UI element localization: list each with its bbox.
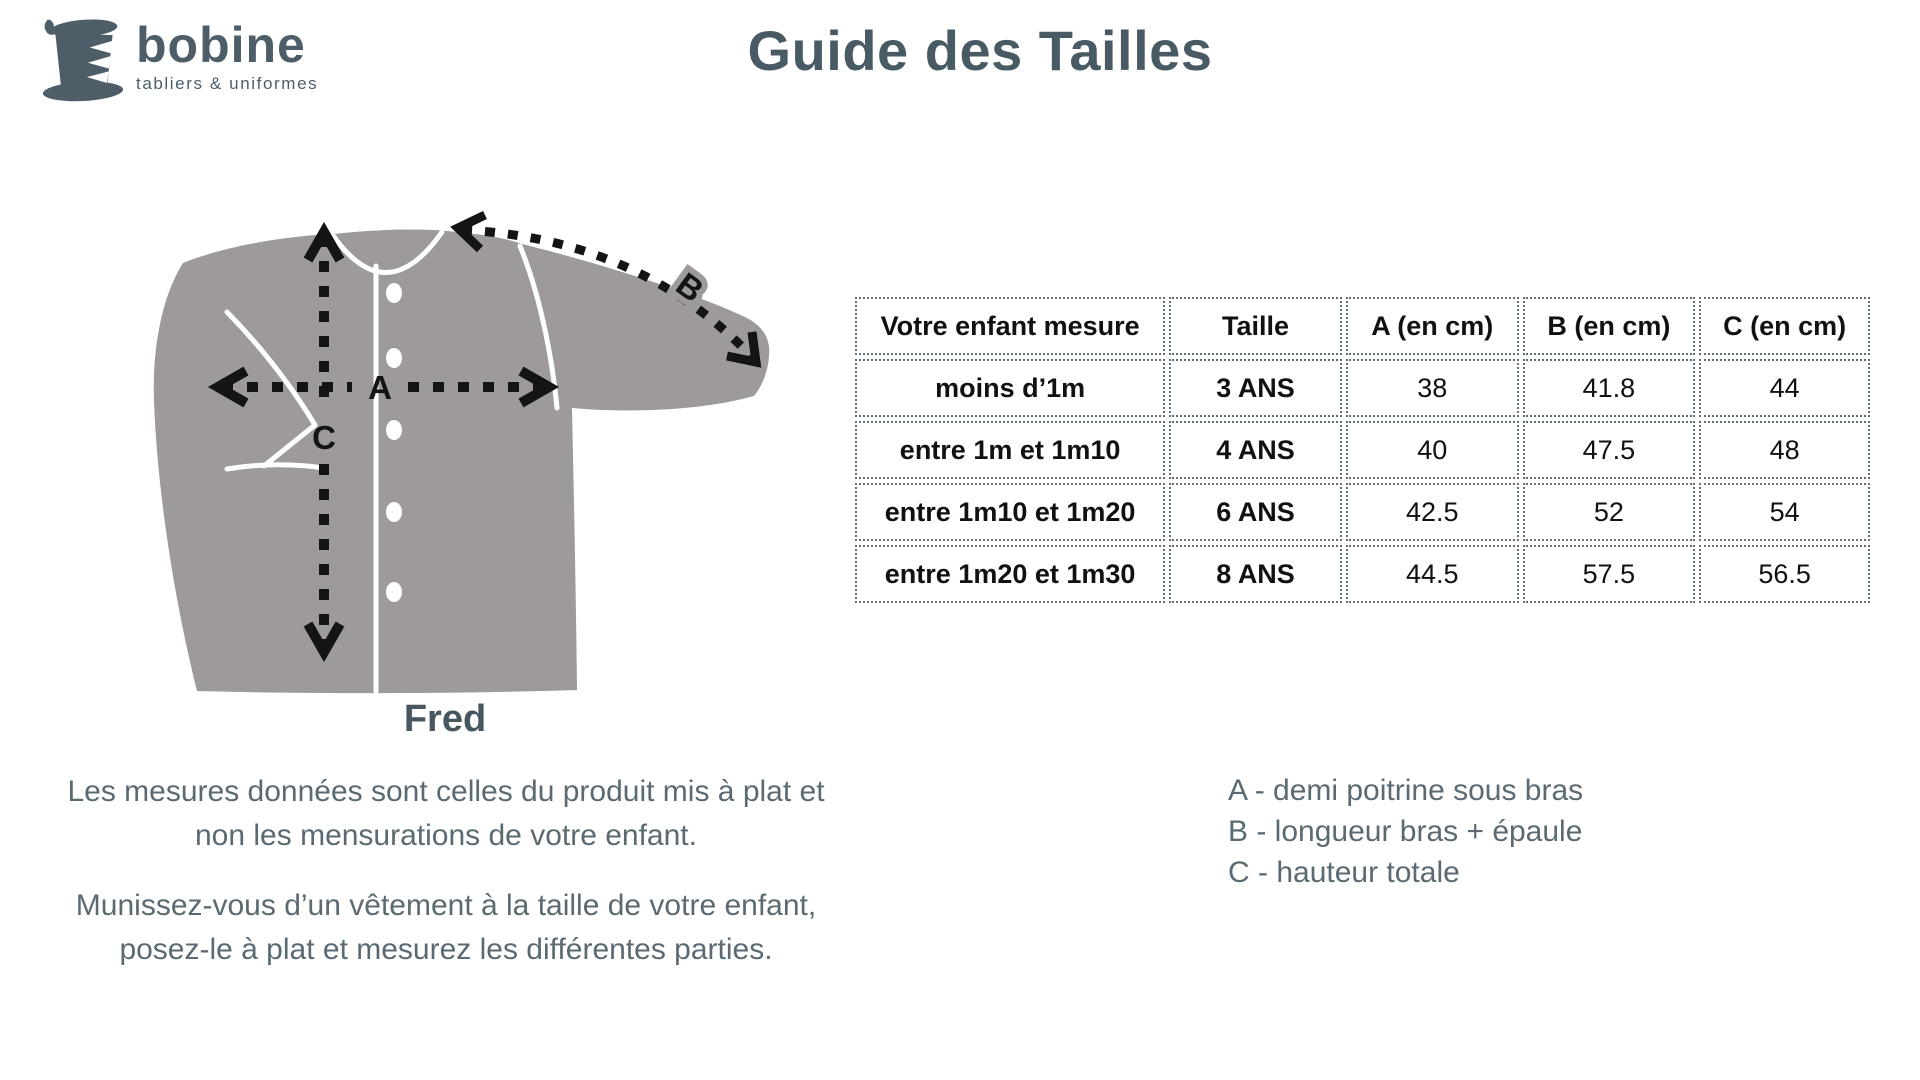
note-how-to-measure: Munissez-vous d’un vêtement à la taille … bbox=[34, 884, 858, 972]
measure-label-a: A bbox=[368, 369, 392, 406]
thread-spool-icon bbox=[42, 19, 124, 102]
measure-arrow-b bbox=[450, 210, 762, 368]
size-table-header-cell: Votre enfant mesure bbox=[855, 297, 1166, 355]
size-table-cell: 44.5 bbox=[1345, 545, 1519, 603]
size-table-cell: moins d’1m bbox=[855, 359, 1166, 417]
size-table-cell: 40 bbox=[1345, 421, 1519, 479]
size-table: Votre enfant mesure Taille A (en cm) B (en … bbox=[851, 293, 1874, 607]
note-line: posez-le à plat et mesurez les différent… bbox=[119, 933, 773, 966]
measure-label-c: C bbox=[312, 419, 336, 456]
size-table-cell: 57.5 bbox=[1522, 545, 1696, 603]
left-sleeve-seam bbox=[224, 309, 318, 428]
size-table-header-cell: B (en cm) bbox=[1522, 297, 1696, 355]
garment-diagram: A B C bbox=[153, 210, 770, 694]
size-table-cell: 52 bbox=[1522, 483, 1696, 541]
pocket-line bbox=[224, 462, 327, 472]
size-table-cell: 6 ANS bbox=[1169, 483, 1342, 541]
table-row: entre 1m20 et 1m30 8 ANS 44.5 57.5 56.5 bbox=[855, 545, 1870, 603]
note-line: non les mensurations de votre enfant. bbox=[195, 819, 697, 852]
product-name: Fred bbox=[403, 698, 487, 740]
collar-line bbox=[329, 229, 445, 275]
size-table-header-cell: C (en cm) bbox=[1699, 297, 1870, 355]
table-row: entre 1m et 1m10 4 ANS 40 47.5 48 bbox=[855, 421, 1870, 479]
size-table-cell: entre 1m20 et 1m30 bbox=[855, 545, 1166, 603]
legend-item-c: C - hauteur totale bbox=[1228, 856, 1460, 889]
size-table-cell: 56.5 bbox=[1699, 545, 1870, 603]
table-row: entre 1m10 et 1m20 6 ANS 42.5 52 54 bbox=[855, 483, 1870, 541]
size-table-cell: 48 bbox=[1699, 421, 1870, 479]
size-table-header-cell: Taille bbox=[1169, 297, 1342, 355]
size-table-cell: 42.5 bbox=[1345, 483, 1519, 541]
note-flat-measures: Les mesures données sont celles du produ… bbox=[34, 770, 858, 858]
left-cuff-line bbox=[261, 422, 318, 469]
size-table-cell: 47.5 bbox=[1522, 421, 1696, 479]
measurement-legend: A - demi poitrine sous bras B - longueur… bbox=[1228, 770, 1583, 893]
page-title: Guide des Tailles bbox=[747, 19, 1213, 82]
size-table-cell: 3 ANS bbox=[1169, 359, 1342, 417]
size-table-cell: entre 1m10 et 1m20 bbox=[855, 483, 1166, 541]
brand-name: bobine bbox=[136, 17, 306, 73]
table-row: moins d’1m 3 ANS 38 41.8 44 bbox=[855, 359, 1870, 417]
size-table-cell: 44 bbox=[1699, 359, 1870, 417]
size-table-cell: 54 bbox=[1699, 483, 1870, 541]
size-table-header-row: Votre enfant mesure Taille A (en cm) B (en … bbox=[855, 297, 1870, 355]
size-table-cell: 4 ANS bbox=[1169, 421, 1342, 479]
jacket-silhouette bbox=[153, 229, 770, 694]
measure-arrow-c bbox=[303, 221, 345, 663]
size-table-header-cell: A (en cm) bbox=[1345, 297, 1519, 355]
note-line: Les mesures données sont celles du produ… bbox=[67, 775, 825, 808]
legend-item-a: A - demi poitrine sous bras bbox=[1228, 774, 1584, 807]
size-table-cell: 38 bbox=[1345, 359, 1519, 417]
size-table-cell: 41.8 bbox=[1522, 359, 1696, 417]
legend-item-b: B - longueur bras + épaule bbox=[1228, 815, 1583, 848]
size-table-cell: entre 1m et 1m10 bbox=[855, 421, 1166, 479]
brand-logo: bobine tabliers & uniformes bbox=[40, 14, 340, 114]
brand-tagline: tabliers & uniformes bbox=[136, 74, 319, 93]
size-table-cell: 8 ANS bbox=[1169, 545, 1342, 603]
note-line: Munissez-vous d’un vêtement à la taille … bbox=[75, 889, 817, 922]
measure-arrow-a bbox=[207, 366, 560, 408]
button-row bbox=[386, 283, 402, 602]
right-sleeve-seam bbox=[517, 243, 560, 411]
